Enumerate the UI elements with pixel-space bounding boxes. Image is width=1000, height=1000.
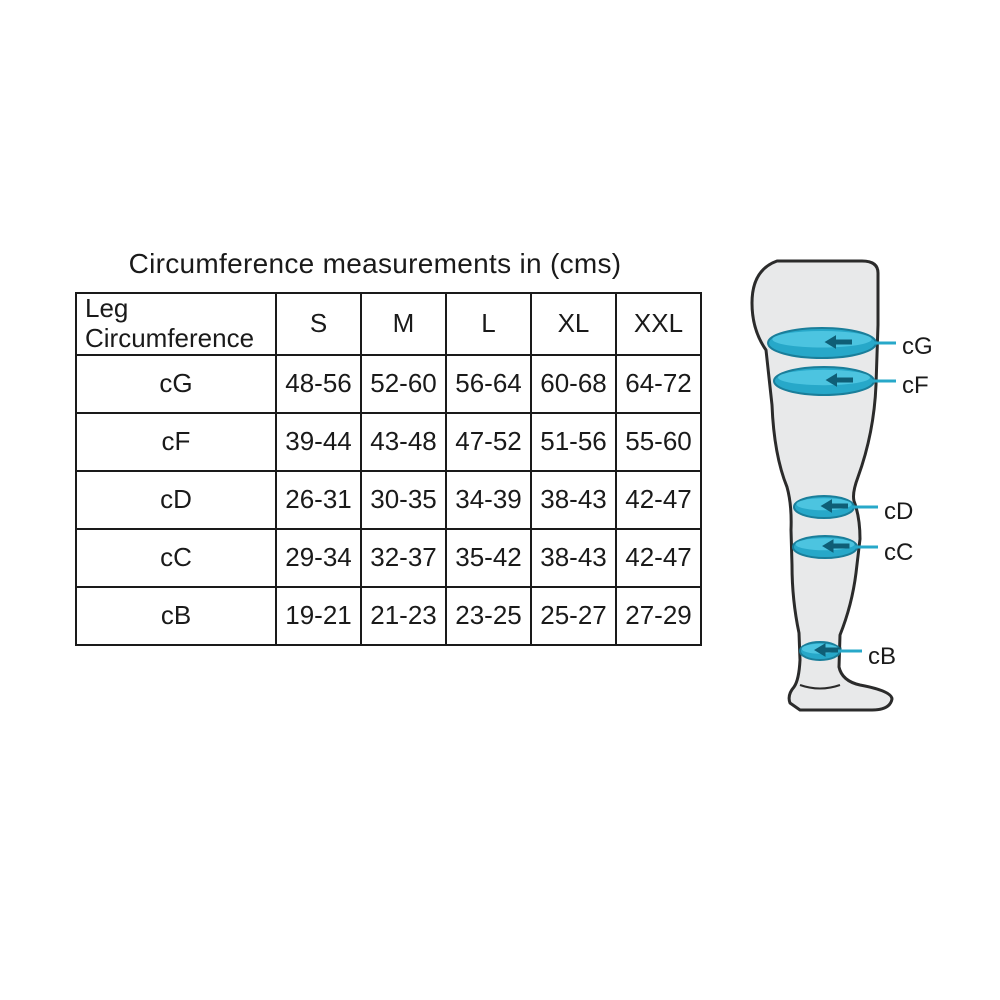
header-label-line2: Circumference xyxy=(85,323,254,353)
cell: 56-64 xyxy=(446,355,531,413)
row-label: cC xyxy=(76,529,276,587)
cell: 30-35 xyxy=(361,471,446,529)
table-title: Circumference measurements in (cms) xyxy=(75,248,675,280)
header-label-line1: Leg xyxy=(85,293,128,323)
cell: 43-48 xyxy=(361,413,446,471)
table-row: cD26-3130-3534-3938-4342-47 xyxy=(76,471,701,529)
col-header: L xyxy=(446,293,531,355)
cell: 51-56 xyxy=(531,413,616,471)
cell: 27-29 xyxy=(616,587,701,645)
cell: 48-56 xyxy=(276,355,361,413)
diagram-point-label: cG xyxy=(902,333,933,361)
cell: 25-27 xyxy=(531,587,616,645)
diagram-point-label: cD xyxy=(884,498,913,526)
cell: 60-68 xyxy=(531,355,616,413)
row-label: cD xyxy=(76,471,276,529)
row-label: cB xyxy=(76,587,276,645)
cell: 39-44 xyxy=(276,413,361,471)
leg-diagram: cG cF cD cC cB xyxy=(742,255,992,725)
col-header: XL xyxy=(531,293,616,355)
cell: 29-34 xyxy=(276,529,361,587)
cell: 21-23 xyxy=(361,587,446,645)
cell: 19-21 xyxy=(276,587,361,645)
diagram-point-label: cC xyxy=(884,539,913,567)
table-row: cC29-3432-3735-4238-4342-47 xyxy=(76,529,701,587)
diagram-point-label: cF xyxy=(902,372,929,400)
col-header: M xyxy=(361,293,446,355)
cell: 38-43 xyxy=(531,471,616,529)
size-table: Leg Circumference S M L XL XXL cG48-5652… xyxy=(75,292,702,646)
table-row: cG48-5652-6056-6460-6864-72 xyxy=(76,355,701,413)
cell: 32-37 xyxy=(361,529,446,587)
cell: 26-31 xyxy=(276,471,361,529)
cell: 52-60 xyxy=(361,355,446,413)
cell: 42-47 xyxy=(616,529,701,587)
table-row: cF39-4443-4847-5251-5655-60 xyxy=(76,413,701,471)
col-header: XXL xyxy=(616,293,701,355)
row-label: cF xyxy=(76,413,276,471)
col-header: S xyxy=(276,293,361,355)
diagram-point-label: cB xyxy=(868,643,896,671)
cell: 64-72 xyxy=(616,355,701,413)
table-header-row: Leg Circumference S M L XL XXL xyxy=(76,293,701,355)
row-label: cG xyxy=(76,355,276,413)
header-label: Leg Circumference xyxy=(76,293,276,355)
table-row: cB19-2121-2323-2525-2727-29 xyxy=(76,587,701,645)
cell: 38-43 xyxy=(531,529,616,587)
cell: 47-52 xyxy=(446,413,531,471)
cell: 55-60 xyxy=(616,413,701,471)
cell: 42-47 xyxy=(616,471,701,529)
cell: 34-39 xyxy=(446,471,531,529)
cell: 35-42 xyxy=(446,529,531,587)
cell: 23-25 xyxy=(446,587,531,645)
